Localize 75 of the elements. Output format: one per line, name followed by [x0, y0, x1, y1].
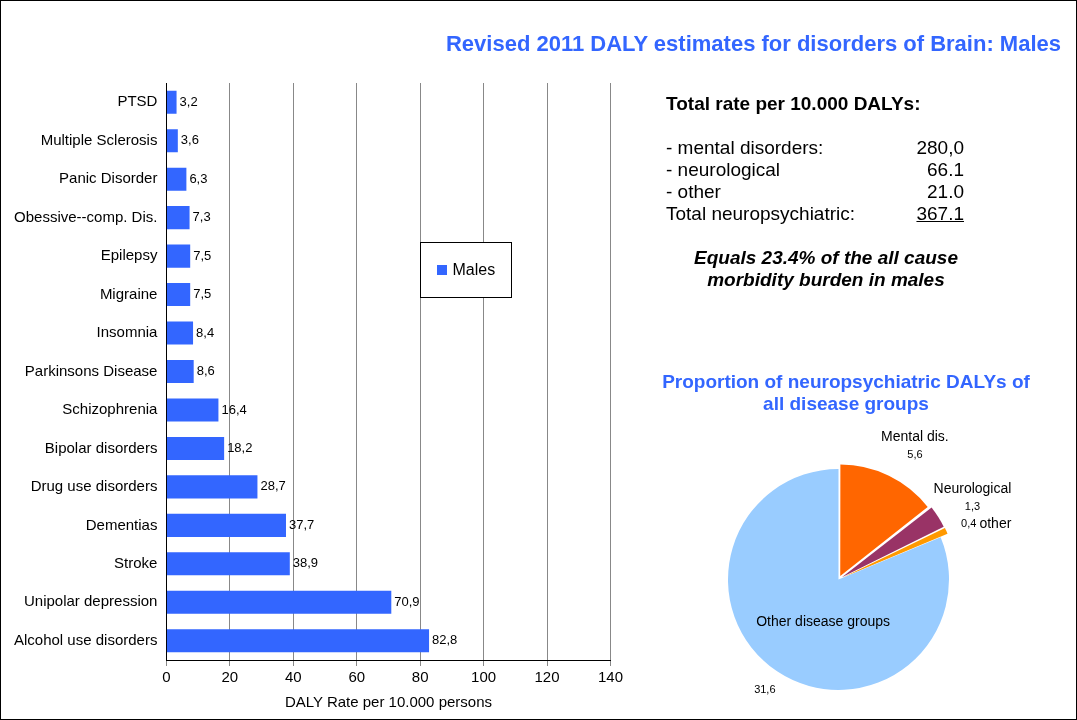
- data-label: 18,2: [227, 440, 253, 456]
- y-tick-label: Insomnia: [96, 323, 159, 341]
- y-tick-label: Epilepsy: [100, 246, 158, 264]
- text: - other: [666, 181, 722, 203]
- y-tick-label: Dementias: [85, 515, 158, 533]
- data-label: 28,7: [260, 478, 286, 494]
- slice-label: other: [979, 515, 1012, 532]
- text: Total neuropsychiatric:: [666, 203, 857, 225]
- data-label: 3,2: [179, 93, 198, 109]
- text: 280,0: [915, 137, 964, 159]
- y-tick-label: Bipolar disorders: [44, 438, 158, 456]
- bar: [166, 321, 194, 345]
- data-label: 8,6: [196, 363, 215, 379]
- data-label: 1,3: [964, 499, 981, 512]
- x-tick-label: 140: [597, 668, 623, 686]
- data-label: 5,6: [907, 448, 923, 461]
- y-tick-label: Panic Disorder: [59, 169, 158, 187]
- bar: [166, 513, 286, 537]
- text: Total rate per 10.000 DALYs:: [666, 93, 922, 115]
- bar: [166, 359, 194, 384]
- y-tick-label: Stroke: [114, 553, 158, 571]
- y-tick-label: Migraine: [99, 284, 158, 302]
- x-tick-label: 20: [221, 668, 239, 686]
- y-tick-label: Schizophrenia: [62, 400, 159, 418]
- y-tick-label: Drug use disorders: [30, 477, 158, 495]
- chart-title: Proportion of neuropsychiatric DALYs of all disease groups: [661, 371, 1031, 415]
- text: - mental disorders:: [666, 137, 825, 159]
- y-tick-label: Multiple Sclerosis: [40, 130, 158, 148]
- bar: [166, 629, 430, 653]
- data-label: 31,6: [754, 682, 776, 695]
- data-label: 70,9: [394, 593, 420, 609]
- y-tick-label: Unipolar depression: [23, 592, 158, 610]
- legend-label: Males: [452, 260, 496, 279]
- data-label: 37,7: [288, 516, 315, 532]
- data-label: 7,5: [193, 286, 212, 302]
- y-tick-label: PTSD: [117, 92, 158, 110]
- x-tick-label: 120: [534, 668, 560, 686]
- data-label: 6,3: [189, 170, 208, 186]
- bar: [166, 552, 290, 576]
- data-label: 82,8: [432, 632, 458, 648]
- bar: [166, 436, 225, 460]
- slice-label: Other disease groups: [756, 613, 891, 630]
- data-label: 38,9: [292, 555, 319, 571]
- data-label: 8,4: [196, 324, 215, 340]
- y-tick-label: Obessive--comp. Dis.: [14, 207, 158, 225]
- text: - neurological: [666, 159, 782, 181]
- bar: [166, 398, 219, 422]
- text: Equals 23.4% of the all cause morbidity burden in males: [693, 247, 959, 291]
- data-label: 0,4: [961, 517, 977, 530]
- data-label: 7,3: [192, 209, 211, 225]
- bar: [166, 590, 392, 614]
- bar: [166, 244, 191, 268]
- bar: [166, 283, 191, 307]
- bar: [166, 475, 258, 499]
- text: 367.1: [915, 203, 964, 225]
- data-label: 3,6: [180, 132, 199, 148]
- slice-label: Mental dis.: [881, 427, 949, 444]
- data-label: 16,4: [221, 401, 247, 417]
- x-tick-label: 60: [348, 668, 366, 686]
- bar: [166, 167, 187, 191]
- text: Revised 2011 DALY estimates for disorders of Brain: Males: [444, 31, 1061, 57]
- x-tick-label: 40: [284, 668, 302, 686]
- x-axis-title: DALY Rate per 10.000 persons: [284, 693, 492, 711]
- bar: [166, 90, 177, 114]
- x-tick-label: 0: [162, 668, 171, 686]
- text: 66.1: [926, 159, 964, 181]
- x-tick-label: 100: [471, 668, 497, 686]
- text: 21.0: [926, 181, 964, 203]
- bar: [166, 129, 178, 153]
- slice-label: Neurological: [933, 479, 1012, 496]
- y-tick-label: Alcohol use disorders: [13, 630, 158, 648]
- data-label: 7,5: [193, 247, 212, 263]
- x-tick-label: 80: [411, 668, 429, 686]
- bar: [166, 206, 190, 230]
- y-tick-label: Parkinsons Disease: [24, 361, 158, 379]
